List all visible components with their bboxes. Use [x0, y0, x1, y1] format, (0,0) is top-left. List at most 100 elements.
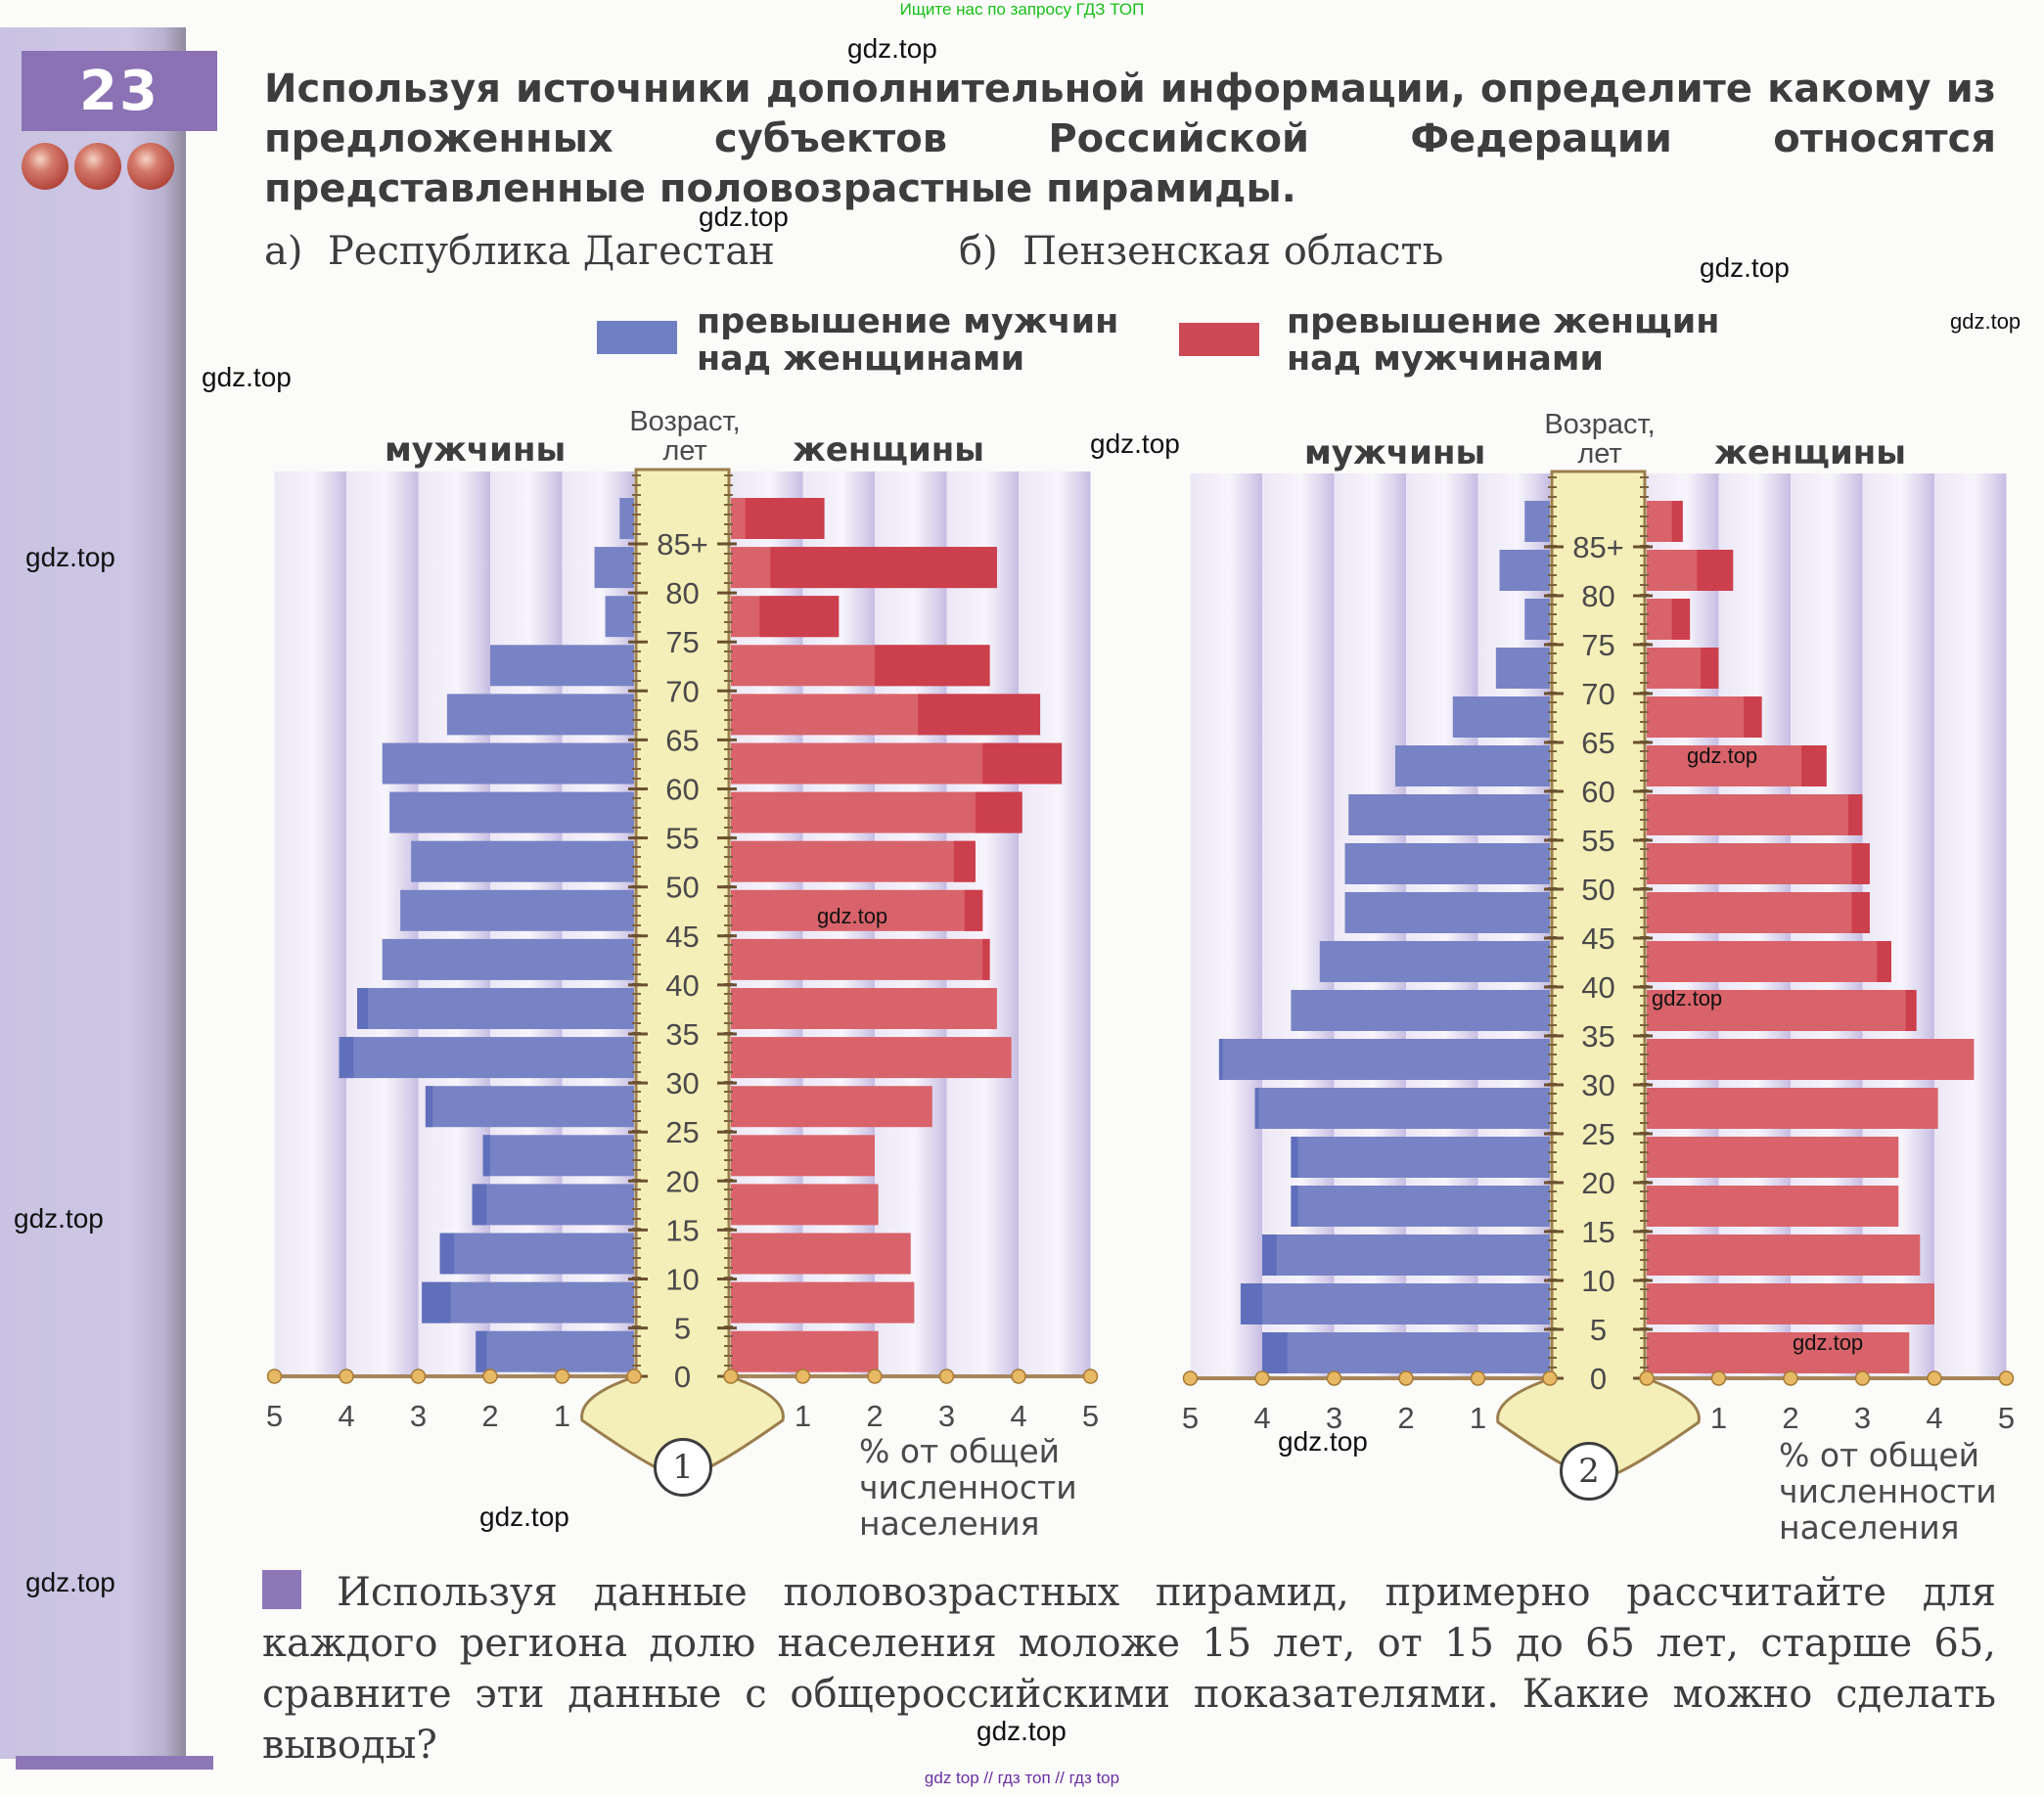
chart-2-age-axis-title: Возраст, лет [1522, 410, 1678, 469]
chart-1-female-excess-bar [975, 791, 1022, 833]
chart-2-x-axis-bead [1254, 1370, 1270, 1386]
watermark: gdz.top [25, 1567, 115, 1597]
chart-1-grid-column [1019, 471, 1091, 1376]
chart-2-male-excess-bar [1291, 1137, 1298, 1178]
chart-1-male-bar [490, 645, 634, 687]
chart-2-x-axis-bead [1998, 1370, 2015, 1386]
legend-swatch-male-excess [597, 321, 677, 354]
option-marker: а) [264, 229, 303, 274]
chart-2-age-tick-label: 55 [1581, 824, 1614, 858]
question-text: Используя данные половозрастных пирамид,… [262, 1570, 1996, 1768]
chart-2-age-tick-label: 10 [1581, 1264, 1614, 1298]
chart-2-x-axis-title: % от общей численности населения [1779, 1437, 1997, 1546]
page-sidebar [0, 27, 186, 1759]
chart-2-x-tick-label: 2 [1782, 1401, 1798, 1435]
x-axis-title-line: % от общей [1779, 1436, 1980, 1474]
chart-1-female-excess-bar [953, 840, 976, 882]
chart-1-male-bar [411, 840, 634, 882]
legend-label-line: над мужчинами [1287, 339, 1604, 379]
chart-2-male-bar [1452, 696, 1550, 738]
top-banner-link[interactable]: Ищите нас по запросу ГДЗ ТОП [899, 0, 1145, 19]
chart-1-x-tick-label: 5 [1082, 1399, 1099, 1433]
chart-1-age-tick-label: 15 [665, 1213, 699, 1247]
chart-1-male-excess-bar [439, 1233, 455, 1275]
chart-2-age-tick-label: 20 [1581, 1166, 1614, 1200]
chart-2-age-tick-label: 60 [1581, 775, 1614, 809]
chart-1-female-bar [731, 938, 990, 980]
chart-2-male-bar [1319, 941, 1550, 982]
chart-1-male-bar [472, 1184, 634, 1226]
chart-2-age-tick-label: 25 [1581, 1117, 1614, 1151]
chart-1-x-axis-bead [938, 1369, 955, 1384]
chart-2-x-axis-bead [1783, 1370, 1798, 1386]
chart-1-x-axis-bead [795, 1369, 811, 1384]
chart-2-male-bar [1254, 1088, 1550, 1129]
watermark: gdz.top [1950, 309, 2021, 334]
chart-1-x-tick-label: 3 [410, 1399, 427, 1433]
chart-2-male-bar [1394, 745, 1550, 786]
chart-1-x-tick-label: 2 [866, 1399, 883, 1433]
task-number-badge: 23 [22, 51, 217, 131]
chart-2-number: 2 [1560, 1442, 1618, 1501]
watermark: gdz.top [817, 904, 888, 928]
chart-1-x-axis-bead [1011, 1369, 1026, 1384]
chart-2-female-bar [1647, 1234, 1921, 1276]
chart-2-male-excess-bar [1262, 1332, 1288, 1373]
watermark: gdz.top [1700, 252, 1790, 283]
chart-2-x-axis-bead [1639, 1370, 1655, 1386]
age-axis-title-line: лет [662, 435, 707, 467]
chart-1-age-tick-label: 10 [665, 1263, 699, 1297]
chart-2-x-axis-bead [1398, 1370, 1414, 1386]
chart-1-age-tick-label: 0 [674, 1360, 691, 1394]
chart-2-female-bar [1647, 990, 1917, 1031]
chart-2-x-tick-label: 3 [1326, 1401, 1342, 1435]
chart-2-female-bar [1647, 1088, 1938, 1129]
chart-1-x-axis-bead [1082, 1369, 1099, 1384]
chart-1-female-bar [731, 1281, 915, 1324]
age-axis-title-line: лет [1577, 438, 1622, 470]
chart-1-number: 1 [654, 1438, 712, 1497]
chart-2-age-tick-label: 30 [1581, 1068, 1614, 1102]
x-axis-title-line: населения [859, 1504, 1040, 1543]
legend-item-female-excess: превышение женщин над мужчинами [1287, 303, 1719, 378]
chart-2-age-tick-label: 40 [1581, 970, 1614, 1005]
difficulty-indicator [22, 143, 174, 190]
chart-2-male-bar [1524, 501, 1550, 542]
chart-2-x-tick-label: 2 [1397, 1401, 1414, 1435]
watermark: gdz.top [1278, 1426, 1368, 1457]
chart-2-female-bar [1647, 696, 1762, 738]
watermark: gdz.top [202, 362, 292, 392]
x-axis-title-line: % от общей [859, 1432, 1061, 1470]
chart-1-x-tick-label: 3 [938, 1399, 955, 1433]
watermark: gdz.top [1652, 986, 1723, 1010]
legend-label-line: над женщинами [697, 339, 1025, 379]
sidebar-footer-bar [16, 1756, 213, 1770]
chart-1-female-excess-bar [982, 742, 1063, 785]
option-marker: б) [959, 229, 998, 274]
chart-1-male-excess-bar [339, 1037, 354, 1079]
chart-2-age-tick-label: 45 [1581, 921, 1614, 956]
watermark: gdz.top [25, 542, 115, 572]
chart-2-female-excess-bar [1877, 941, 1891, 982]
chart-2-male-excess-bar [1240, 1283, 1262, 1324]
footer-banner-link[interactable]: gdz top // гдз топ // гдз top [924, 1769, 1120, 1787]
watermark: gdz.top [1793, 1330, 1864, 1355]
chart-2-grid-column [1862, 473, 1934, 1378]
chart-2-grid-column [1934, 473, 2007, 1378]
chart-2-x-axis-bead [1326, 1370, 1342, 1386]
option-b: б) Пензенская область [959, 229, 1443, 274]
chart-2-female-label: женщины [1714, 433, 1907, 472]
legend-item-male-excess: превышение мужчин над женщинами [697, 303, 1118, 378]
chart-1-x-axis-bead [723, 1369, 739, 1384]
chart-2-male-bar [1291, 990, 1550, 1031]
chart-1-x-axis-bead [867, 1369, 883, 1384]
chart-1-male-bar [389, 791, 634, 833]
watermark: gdz.top [14, 1203, 104, 1234]
chart-2-female-excess-bar [1701, 648, 1719, 689]
chart-1-female-bar [731, 791, 1022, 833]
chart-2-female-bar [1647, 1186, 1899, 1227]
difficulty-dot-icon [127, 143, 174, 190]
chart-2-male-bar [1262, 1332, 1550, 1373]
chart-1-female-bar [731, 1135, 875, 1177]
chart-2-female-bar [1647, 1283, 1934, 1324]
